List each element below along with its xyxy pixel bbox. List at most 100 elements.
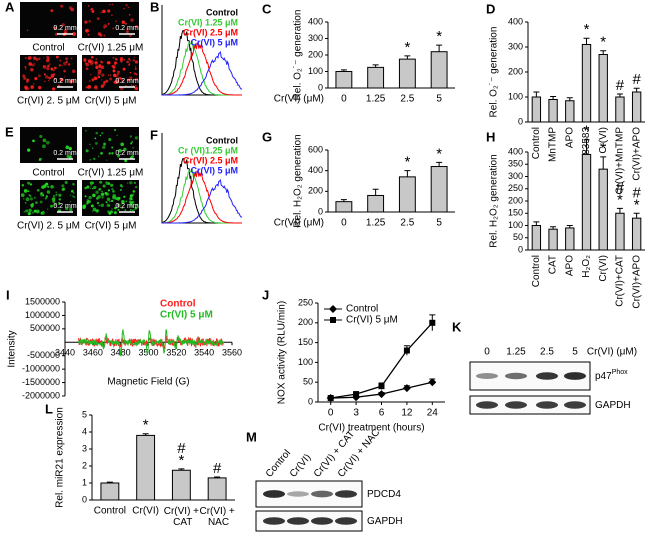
cell-dot [123,147,127,152]
histogram-curve [161,42,242,96]
blot-band [564,372,586,380]
cell-dot [61,23,65,27]
cell-dot [50,204,53,208]
x-tick-label: H₂O₂ [581,255,592,278]
cell-dot [97,32,102,36]
cell-dot [83,58,87,62]
cell-dot [46,67,50,71]
cell-dot [120,142,125,147]
x-tick-label: Cr(VI) + NAC [199,506,234,528]
legend-label: Control [346,304,378,315]
band-name: GAPDH [595,400,631,411]
scale-label: 0.2 mm [115,78,139,85]
cell-dot [45,140,50,145]
cell-dot [68,155,72,159]
cell-dot [25,209,29,213]
panel-letter: D [486,1,495,16]
cell-dot [101,196,104,199]
cell-dot [29,183,33,186]
cell-dot [30,203,34,207]
cell-dot [88,20,91,23]
annotation: * [436,145,442,162]
bar [531,96,542,123]
cell-dot [109,210,113,214]
y-tick-label: 300 [508,171,523,181]
spectrum-trace [77,329,225,357]
cell-dot [23,76,27,80]
cell-dot [95,58,98,61]
annotation: * [584,123,590,140]
error-bar [600,50,607,55]
cell-dot [86,199,89,202]
cell-dot [134,206,138,210]
cell-dot [129,208,132,211]
blot-band [476,373,498,379]
cell-dot [113,73,117,78]
cell-dot [121,185,123,188]
bar [615,96,625,123]
cell-dot [60,77,64,82]
cell-dot [72,182,75,186]
x-tick-label: 3500 [138,348,158,358]
cell-dot [134,136,139,140]
cell-dot [96,201,100,205]
panel-letter: H [486,129,495,144]
panel-letter: J [262,287,269,302]
cell-dot [129,34,132,37]
bar [565,227,575,251]
y-axis-label: Intensity [7,330,18,367]
cell-dot [103,142,107,146]
x-tick-label: 12 [401,408,413,419]
cell-dot [99,180,103,184]
x-tick-label: 0 [328,408,334,419]
cell-dot [37,74,41,78]
cell-dot [44,80,46,83]
cell-dot [45,195,49,198]
panel-letter: I [6,287,10,302]
scale-label: 0.2 mm [53,78,77,85]
x-tick-label: Cr(VI) [598,255,609,282]
cell-dot [126,60,129,64]
cell-dot [102,82,106,86]
cell-dot [58,64,61,67]
y-tick-label: 200 [308,49,323,59]
cell-dot [100,60,103,64]
x-tick-label: APO [564,255,575,276]
cell-dot [60,4,64,8]
cell-dot [85,203,87,205]
error-bar [633,212,640,219]
bar [335,201,353,213]
y-tick-label: -500000 [27,350,60,360]
error-bar [566,97,573,101]
y-tick-label: 4 [82,426,87,436]
y-axis-label: Rel. H₂O₂ generation [489,154,500,247]
cell-dot [134,87,137,90]
cell-dot [97,71,101,75]
legend-marker [329,305,337,313]
y-axis-label: Rel. H₂O₂ generation [293,134,304,227]
cell-dot [102,9,106,14]
cell-dot [124,159,128,163]
cell-dot [73,192,75,194]
cell-dot [113,64,116,67]
cell-dot [72,69,76,74]
caption: Cr(VI) 2. 5 μM [17,96,80,107]
blot-band [536,372,558,380]
y-tick-label: 150 [508,208,523,218]
cell-dot [107,182,111,185]
cell-dot [129,135,133,138]
cell-dot [118,148,122,153]
cell-dot [130,84,133,86]
blot-band [311,490,333,498]
error-bar [106,481,113,483]
scale-label: 0.2 mm [115,25,139,32]
cell-dot [86,202,89,205]
legend-label: Cr(VI) 5 μM [160,310,213,321]
y-tick-label: 200 [308,186,323,196]
cell-dot [135,203,138,207]
cell-dot [107,74,110,76]
cell-dot [47,208,49,210]
cell-dot [107,189,111,192]
cell-dot [85,28,89,33]
cell-dot [84,195,87,198]
